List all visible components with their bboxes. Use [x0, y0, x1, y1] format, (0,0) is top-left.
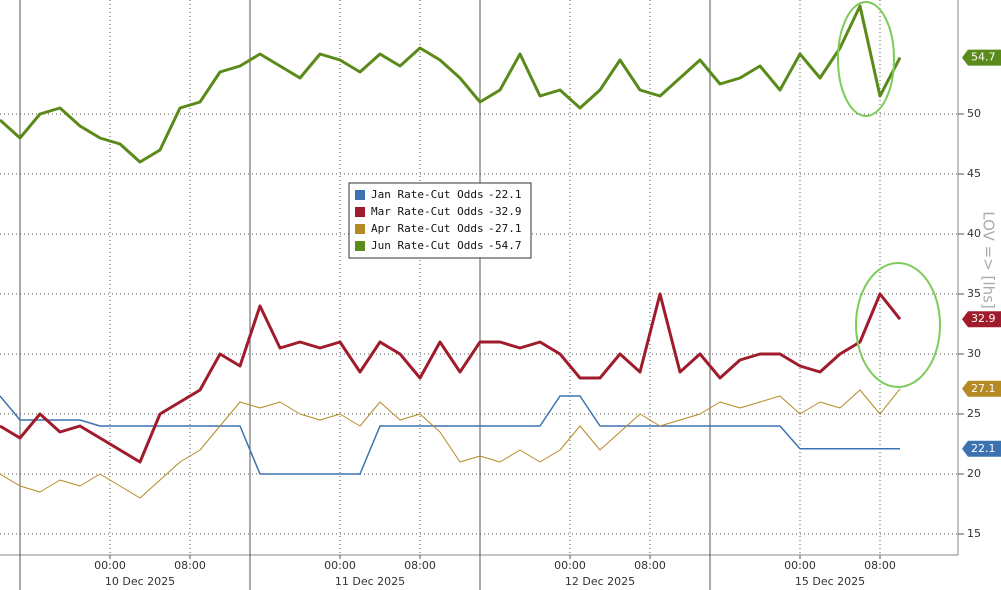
y-tick-label: 15	[967, 527, 981, 540]
legend-separator: -	[488, 205, 495, 218]
x-tick-label: 08:00	[404, 559, 436, 572]
last-value-tag	[962, 380, 1001, 397]
legend-value: 27.1	[495, 222, 522, 235]
y-tick-label: 50	[967, 107, 981, 120]
x-tick-label: 00:00	[784, 559, 816, 572]
highlight-ellipse	[855, 262, 941, 388]
last-value-label: 22.1	[971, 442, 996, 455]
highlight-ellipse	[837, 1, 895, 117]
legend-label: Jun Rate-Cut Odds	[371, 239, 484, 252]
x-group-label: 15 Dec 2025	[795, 575, 865, 588]
x-group-label: 12 Dec 2025	[565, 575, 635, 588]
legend-label: Mar Rate-Cut Odds	[371, 205, 484, 218]
last-value-tag	[962, 49, 1001, 66]
legend-value: 22.1	[495, 188, 522, 201]
legend-separator: -	[488, 222, 495, 235]
legend-box	[348, 182, 532, 259]
legend-value: 54.7	[495, 239, 522, 252]
x-tick-label: 00:00	[554, 559, 586, 572]
x-tick-label: 00:00	[94, 559, 126, 572]
last-value-tag	[962, 311, 1001, 328]
y-tick-label: 25	[967, 407, 981, 420]
x-group-label: 11 Dec 2025	[335, 575, 405, 588]
annotation: LOV => [lhs]	[980, 211, 998, 309]
last-value-label: 32.9	[971, 312, 996, 325]
series-line	[0, 395, 900, 475]
legend-separator: -	[488, 188, 495, 201]
legend-swatch	[355, 207, 365, 217]
x-tick-label: 08:00	[864, 559, 896, 572]
legend-value: 32.9	[495, 205, 522, 218]
series-line	[0, 388, 901, 499]
last-value-label: 27.1	[971, 382, 996, 395]
legend-separator: -	[488, 239, 495, 252]
y-tick-label: 45	[967, 167, 981, 180]
legend-swatch	[355, 224, 365, 234]
last-value-label: 54.7	[971, 51, 996, 64]
y-tick-label: 40	[967, 227, 981, 240]
last-value-tag	[962, 440, 1001, 457]
legend-swatch	[355, 241, 365, 251]
series-line	[0, 4, 902, 164]
y-tick-label: 35	[967, 287, 981, 300]
x-group-label: 10 Dec 2025	[105, 575, 175, 588]
x-tick-label: 08:00	[174, 559, 206, 572]
series-line	[0, 292, 902, 464]
legend-label: Jan Rate-Cut Odds	[371, 188, 484, 201]
x-tick-label: 00:00	[324, 559, 356, 572]
y-tick-label: 20	[967, 467, 981, 480]
legend-label: Apr Rate-Cut Odds	[371, 222, 484, 235]
legend-swatch	[355, 190, 365, 200]
y-tick-label: 30	[967, 347, 981, 360]
x-tick-label: 08:00	[634, 559, 666, 572]
